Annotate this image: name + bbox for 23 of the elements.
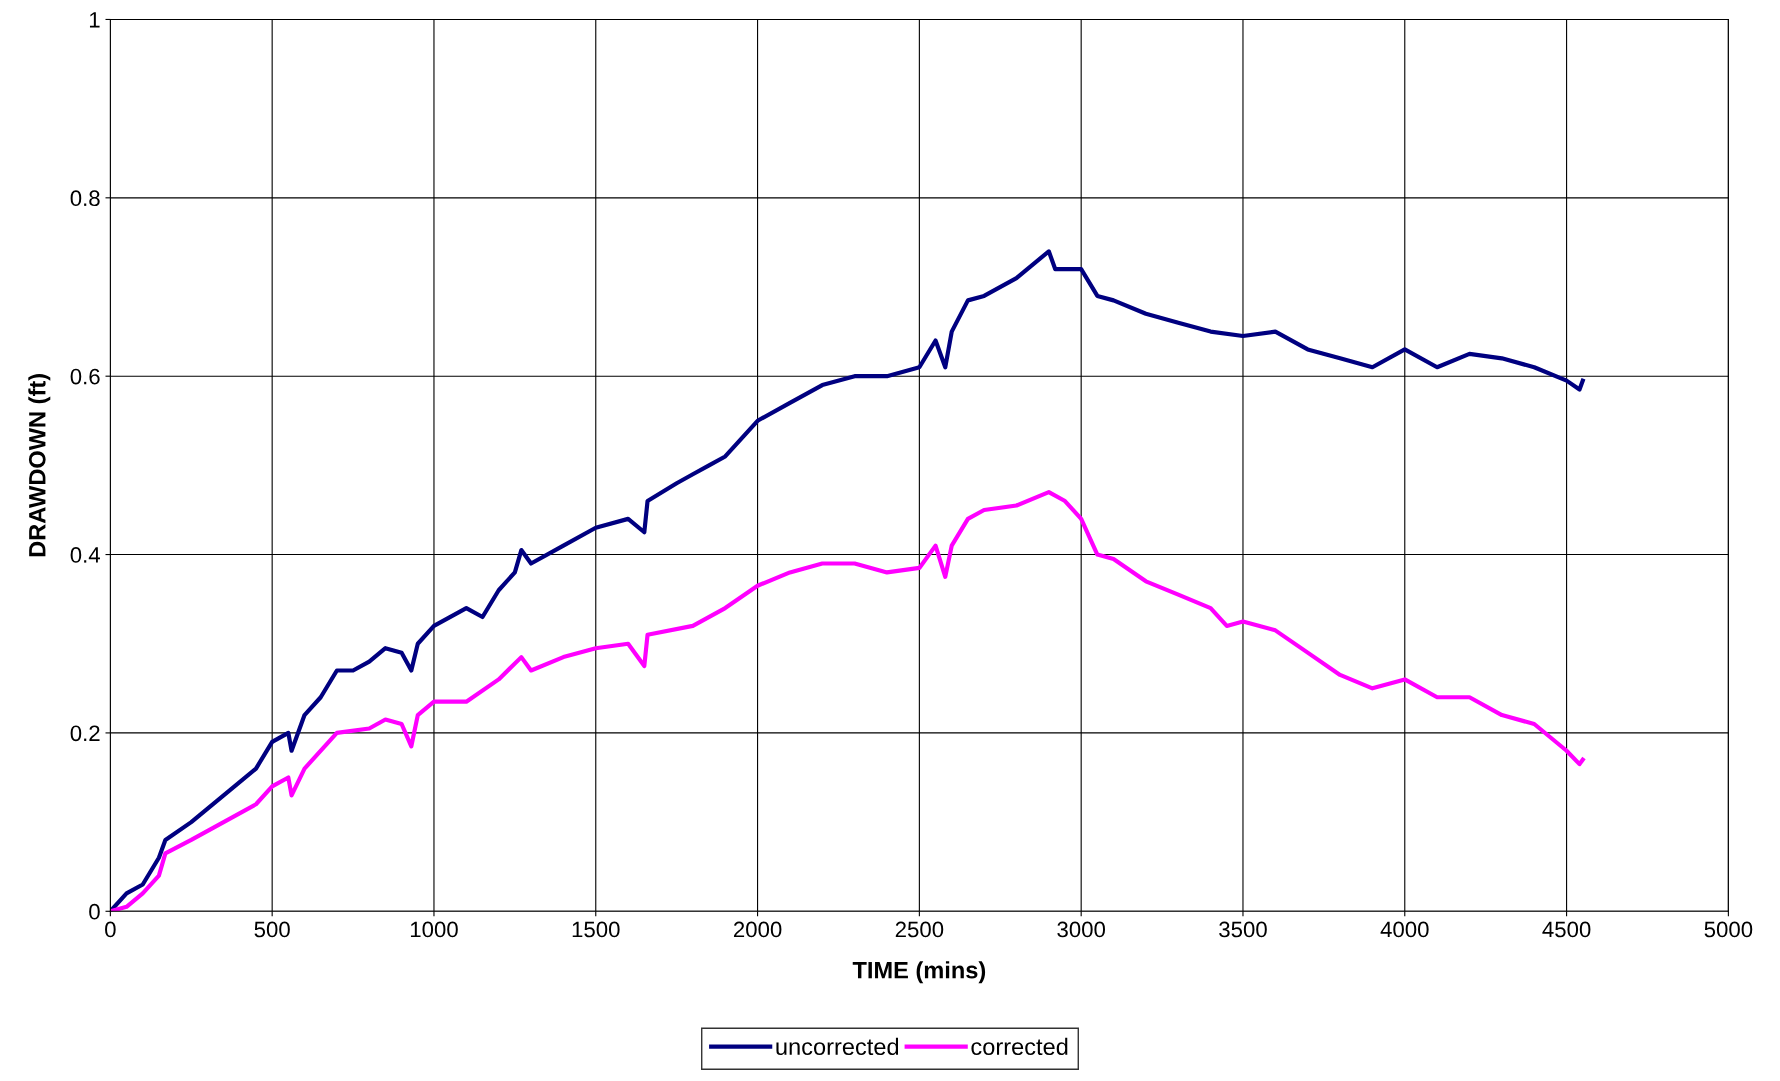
line-series — [110, 249, 1585, 912]
x-tick-label: 4500 — [1542, 921, 1591, 938]
x-tick-label: 500 — [254, 921, 290, 938]
legend-label: uncorrected — [776, 1037, 899, 1056]
x-tick-label: 4000 — [1380, 921, 1429, 938]
y-tick-label: 1 — [89, 12, 100, 28]
y-tick-label: 0.6 — [70, 368, 100, 385]
x-tick-label: 5000 — [1704, 921, 1753, 938]
x-tick-label: 3500 — [1219, 921, 1267, 938]
x-axis-title: TIME (mins) — [852, 961, 986, 984]
x-tick-label: 0 — [105, 921, 116, 938]
x-tick-label: 2500 — [895, 921, 944, 938]
x-tick-label: 1000 — [410, 921, 458, 938]
legend-label: corrected — [971, 1037, 1068, 1056]
y-tick-label: 0.8 — [70, 190, 100, 207]
line-series — [110, 490, 1585, 912]
y-tick-label: 0.2 — [70, 725, 100, 742]
y-axis-title: DRAWDOWN (ft) — [28, 374, 51, 557]
x-tick-label: 3000 — [1057, 921, 1106, 938]
x-tick-label: 2000 — [733, 921, 782, 938]
y-tick-label: 0 — [89, 903, 100, 920]
y-tick-label: 0.4 — [70, 547, 100, 563]
x-tick-label: 1500 — [572, 921, 620, 938]
